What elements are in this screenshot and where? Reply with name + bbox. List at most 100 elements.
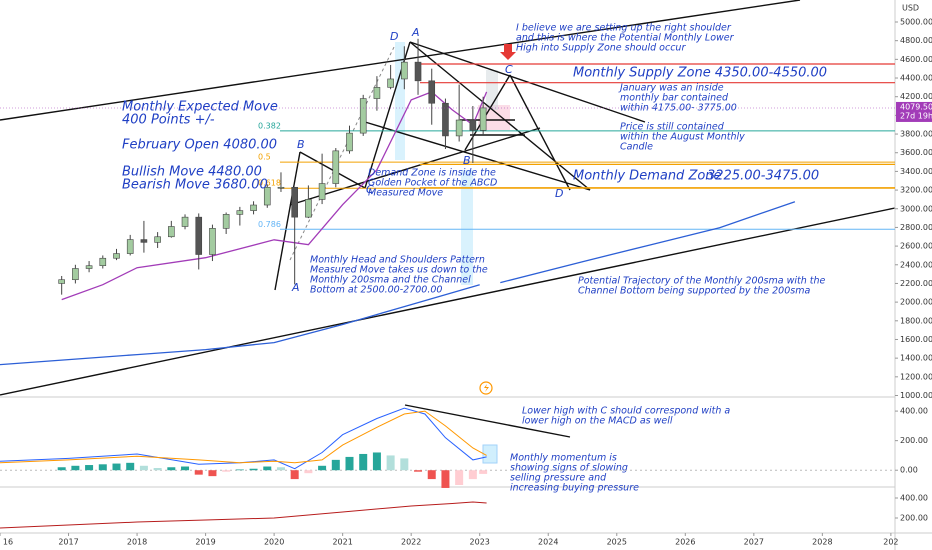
histogram-bar <box>85 465 94 471</box>
y-tick-label: 2800.00 <box>900 223 932 232</box>
annotation: Monthly Demand Zone <box>573 169 722 184</box>
countdown-text: 27d 19h <box>900 111 932 120</box>
candle-body <box>140 239 148 243</box>
histogram-bar <box>290 470 299 480</box>
x-tick-label: 2027 <box>744 538 764 547</box>
annotation: 3225.00-3475.00 <box>707 169 819 184</box>
y-tick-label: 5000.00 <box>900 18 932 27</box>
annotation: Monthly Supply Zone 4350.00-4550.00 <box>573 66 827 81</box>
annotation: Potential Trajectory of the Monthly 200s… <box>578 276 826 287</box>
histogram-bar <box>276 467 285 471</box>
histogram-bar <box>479 470 488 474</box>
histogram-bar <box>331 459 340 471</box>
candle-body <box>277 186 285 189</box>
highlight-box <box>482 444 498 464</box>
candle-body <box>332 150 340 184</box>
annotation: Price is still contained <box>620 122 725 133</box>
candle-body <box>168 226 175 238</box>
annotation: February Open 4080.00 <box>122 138 277 153</box>
arrow-icon <box>500 44 516 60</box>
fib-label: 0.5 <box>258 153 271 162</box>
annotation: Monthly Head and Shoulders Pattern <box>310 255 485 266</box>
annotation: Bottom at 2500.00-2700.00 <box>310 285 442 296</box>
histogram-bar <box>414 470 423 472</box>
y-tick-label: 3000.00 <box>900 204 932 213</box>
histogram-bar <box>208 470 217 477</box>
histogram-bar <box>222 470 231 472</box>
candle-body <box>318 183 326 200</box>
pattern-label: B <box>297 138 305 151</box>
y-tick-label: 400.00 <box>900 407 928 416</box>
candle-body <box>442 102 449 137</box>
candle-body <box>305 199 312 218</box>
histogram-bar <box>235 469 244 471</box>
candle-body <box>72 268 79 281</box>
y-tick-label: 1400.00 <box>900 354 932 363</box>
trend-lines <box>0 0 896 438</box>
x-tick-label: 2021 <box>332 538 352 547</box>
annotation: Golden Pocket of the ABCD <box>368 178 497 189</box>
y-tick-label: 4200.00 <box>900 92 932 101</box>
candle-body <box>428 80 436 104</box>
annotation: Monthly Expected Move <box>122 100 278 115</box>
candle-body <box>263 186 271 206</box>
y-tick-label: 3200.00 <box>900 186 932 195</box>
x-tick-label: 2023 <box>470 538 490 547</box>
dashed-line <box>289 44 396 261</box>
candle-body <box>195 216 203 255</box>
y-tick-label: 1200.00 <box>900 372 932 381</box>
highlight-box <box>395 42 405 160</box>
y-tick-label: 2200.00 <box>900 279 932 288</box>
histogram-bar <box>71 465 80 471</box>
x-tick-label: 2020 <box>264 538 284 547</box>
y-tick-label: 1800.00 <box>900 316 932 325</box>
y-tick-label: 3400.00 <box>900 167 932 176</box>
x-tick-label: 2022 <box>401 538 421 547</box>
histogram-bar <box>400 458 409 471</box>
y-tick-label: 400.00 <box>900 494 928 503</box>
candle-body <box>469 119 477 131</box>
ma-line <box>61 91 488 301</box>
candle-body <box>414 61 422 82</box>
x-tick-label: 2024 <box>538 538 558 547</box>
candle-body <box>222 214 230 229</box>
annotation: within 4175.00- 3775.00 <box>620 103 737 114</box>
candle-body <box>346 132 353 152</box>
candle-body <box>154 236 161 243</box>
pattern-label: C <box>366 183 374 196</box>
x-tick-label: 202 <box>883 538 898 547</box>
event-icon <box>479 381 493 395</box>
histogram-bar <box>263 466 272 471</box>
annotation: Bullish Move 4480.00 <box>122 165 262 180</box>
histogram-bar <box>167 467 176 471</box>
histogram-bar <box>468 470 477 480</box>
candle-body <box>250 204 257 211</box>
annotation: Measured Move <box>368 188 443 199</box>
pattern-label: B <box>463 154 471 167</box>
candle-body <box>209 228 216 255</box>
annotation: High into Supply Zone should occur <box>516 43 686 54</box>
annotation: Bearish Move 3680.00 <box>122 178 268 193</box>
annotation: monthly bar contained <box>620 93 729 104</box>
y-tick-label: 2600.00 <box>900 242 932 251</box>
indicator-line <box>0 501 487 529</box>
pattern-label: C <box>505 63 513 76</box>
annotation: lower high on the MACD as well <box>522 416 673 427</box>
candle-body <box>401 61 408 80</box>
annotation: showing signs of slowing <box>510 463 628 474</box>
candle-body <box>181 216 189 227</box>
histogram-bar <box>57 467 66 471</box>
y-tick-label: 0.00 <box>900 466 918 475</box>
candle-body <box>359 98 367 134</box>
y-tick-label: 2000.00 <box>900 298 932 307</box>
histogram-bar <box>181 466 190 471</box>
fib-label: 0.786 <box>258 220 281 229</box>
pattern-label: D <box>555 187 563 200</box>
annotation: Channel Bottom being supported by the 20… <box>578 286 810 297</box>
annotation: within the August Monthly <box>620 132 745 143</box>
y-tick-label: 4400.00 <box>900 74 932 83</box>
fib-label: 0.618 <box>258 179 281 188</box>
event-icon <box>484 384 489 392</box>
histogram-bar <box>139 465 148 471</box>
